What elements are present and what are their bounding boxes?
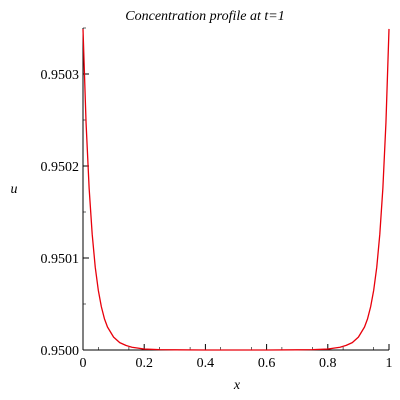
x-tick-label: 0.4	[197, 356, 215, 371]
axes: 0 0.2 0.4 0.6 0.8 1 0.9500 0.9501 0.9502 0.9503	[41, 27, 393, 371]
series-line	[82, 28, 390, 351]
y-tick-label: 0.9500	[41, 344, 80, 359]
x-axis-label: x	[233, 378, 241, 393]
x-tick-label: 0.2	[135, 356, 153, 371]
plot-area	[82, 28, 390, 351]
y-tick-label: 0.9501	[41, 252, 80, 267]
x-tick-label: 0.6	[258, 356, 276, 371]
y-tick-label: 0.9503	[41, 68, 80, 83]
y-tick-label: 0.9502	[41, 160, 80, 175]
x-tick-label: 1	[386, 356, 393, 371]
x-tick-label: 0.8	[319, 356, 337, 371]
chart-title: Concentration profile at t=1	[125, 9, 284, 24]
y-axis-label: u	[11, 182, 18, 197]
x-tick-label: 0	[80, 356, 87, 371]
